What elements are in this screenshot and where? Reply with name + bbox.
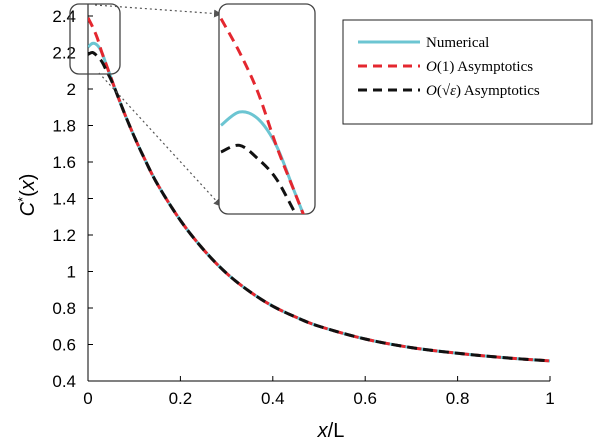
legend: Numerical O(1) Asymptotics O(√ε) Asympto… [342,19,593,125]
inset-o1-line [219,17,315,214]
y-ticks: 0.4 0.6 0.8 1 1.2 1.4 1.6 1.8 2 2.2 2.4 [52,7,93,391]
y-axis-label: C*(x) [15,174,39,217]
y-tick-label: 2.4 [52,7,76,26]
y-tick-label: 0.6 [52,336,76,355]
x-tick-label: 1 [545,389,554,408]
y-tick-label: 1.8 [52,117,76,136]
x-tick-label: 0.6 [353,389,377,408]
inset-series [219,17,315,214]
inset-numerical-line [220,110,315,214]
x-tick-label: 0 [83,389,92,408]
y-tick-label: 2.2 [52,44,76,63]
x-ticks: 0 0.2 0.4 0.6 0.8 1 [83,376,555,408]
y-tick-label: 1.6 [52,153,76,172]
zoom-region-box [69,3,121,75]
zoom-arrow-top [94,4,222,18]
y-tick-label: 1.2 [52,226,76,245]
main-series [88,17,550,363]
y-tick-label: 0.4 [52,372,76,391]
inset-osqrt-line [220,143,315,214]
legend-label-o1: O(1) Asymptotics [426,59,533,75]
y-tick-label: 2 [67,80,76,99]
legend-label-osqrt: O(√ε) Asymptotics [426,83,540,99]
legend-label-numerical: Numerical [426,35,489,51]
y-tick-label: 1 [67,263,76,282]
zoom-arrow-bottom [98,72,222,207]
inset-box [218,3,316,215]
series-osqrt-line [88,50,550,363]
x-tick-label: 0.8 [446,389,470,408]
x-axis-label: x/L [317,420,345,442]
y-tick-label: 1.4 [52,190,76,209]
x-tick-label: 0.2 [169,389,193,408]
legend-box [342,19,593,125]
x-tick-label: 0.4 [261,389,285,408]
y-tick-label: 0.8 [52,299,76,318]
